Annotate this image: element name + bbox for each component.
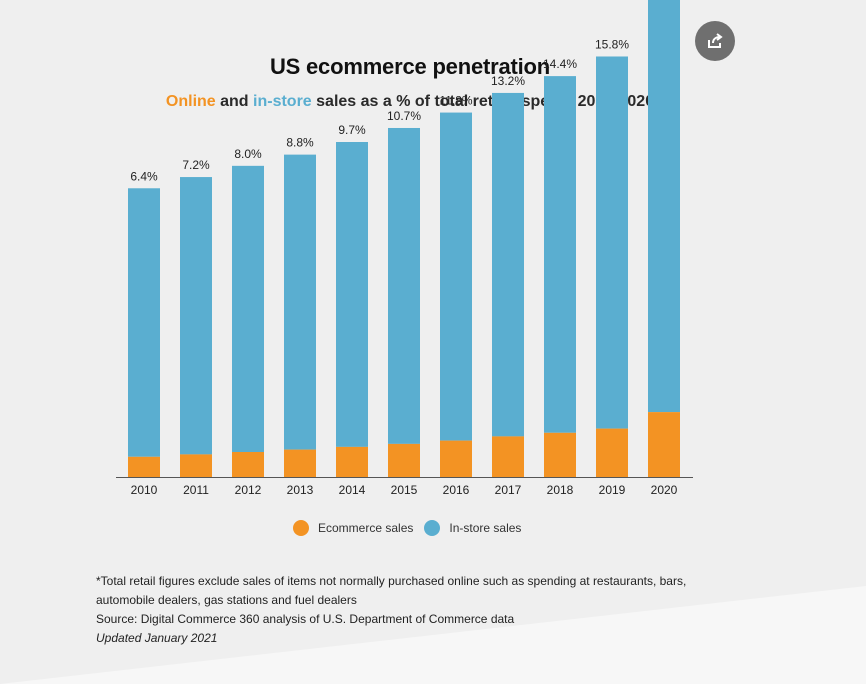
x-tick-2010: 2010: [131, 483, 158, 497]
data-label-2016: 11.8%: [439, 94, 472, 108]
x-tick-2015: 2015: [391, 483, 418, 497]
legend-label-instore: In-store sales: [449, 521, 522, 535]
data-label-2013: 8.8%: [286, 136, 314, 150]
x-tick-2019: 2019: [599, 483, 626, 497]
x-tick-2014: 2014: [339, 483, 366, 497]
x-tick-2012: 2012: [235, 483, 262, 497]
chart-title: US ecommerce penetration: [269, 54, 551, 79]
bar-ecommerce-2016: [440, 440, 472, 477]
data-label-2018: 14.4%: [543, 57, 577, 71]
data-label-2017: 13.2%: [491, 74, 525, 88]
footnote-source: Source: Digital Commerce 360 analysis of…: [96, 612, 515, 626]
bar-ecommerce-2015: [388, 443, 420, 477]
footnote-line-2: automobile dealers, gas stations and fue…: [96, 593, 357, 607]
x-tick-2020: 2020: [651, 483, 678, 497]
bar-ecommerce-2010: [128, 456, 160, 477]
data-label-2011: 7.2%: [182, 158, 210, 172]
bar-ecommerce-2011: [180, 454, 212, 477]
legend-dot-ecommerce: [293, 520, 309, 536]
bar-ecommerce-2013: [284, 449, 316, 477]
footnote-updated: Updated January 2021: [96, 631, 218, 645]
bar-ecommerce-2012: [232, 452, 264, 477]
bar-instore-2017: [492, 92, 524, 437]
bar-instore-2011: [180, 177, 212, 455]
bar-ecommerce-2017: [492, 436, 524, 477]
legend-item-instore: In-store sales: [424, 520, 521, 536]
bar-ecommerce-2018: [544, 432, 576, 477]
x-tick-2018: 2018: [547, 483, 574, 497]
subtitle-instore: in-store: [253, 93, 312, 110]
data-label-2019: 15.8%: [595, 37, 629, 51]
bar-ecommerce-2020: [648, 412, 680, 477]
subtitle-and: and: [215, 93, 254, 110]
x-tick-2013: 2013: [287, 483, 314, 497]
bar-instore-2019: [596, 56, 628, 429]
footnote-line-1: *Total retail figures exclude sales of i…: [96, 574, 687, 588]
x-tick-2011: 2011: [183, 483, 209, 497]
x-tick-2017: 2017: [495, 483, 522, 497]
footnote: *Total retail figures exclude sales of i…: [96, 572, 796, 648]
bar-instore-2015: [388, 127, 420, 444]
bar-ecommerce-2019: [596, 428, 628, 477]
data-label-2012: 8.0%: [234, 147, 262, 161]
share-button[interactable]: [695, 21, 735, 61]
bar-instore-2012: [232, 165, 264, 452]
bar-instore-2020: [648, 0, 680, 413]
x-tick-2016: 2016: [443, 483, 470, 497]
bar-ecommerce-2014: [336, 446, 368, 477]
bar-instore-2013: [284, 154, 316, 450]
legend: Ecommerce sales In-store sales: [293, 520, 532, 536]
bar-instore-2016: [440, 112, 472, 441]
legend-label-ecommerce: Ecommerce sales: [318, 521, 414, 535]
bar-instore-2010: [128, 188, 160, 457]
subtitle-online: Online: [165, 93, 216, 110]
data-label-2014: 9.7%: [338, 123, 366, 137]
bar-instore-2018: [544, 76, 576, 433]
data-label-2015: 10.7%: [387, 109, 421, 123]
legend-dot-instore: [424, 520, 441, 536]
legend-item-ecommerce: Ecommerce sales: [293, 520, 413, 536]
share-icon: [708, 33, 723, 48]
bar-instore-2014: [336, 142, 368, 447]
data-label-2010: 6.4%: [130, 169, 158, 183]
